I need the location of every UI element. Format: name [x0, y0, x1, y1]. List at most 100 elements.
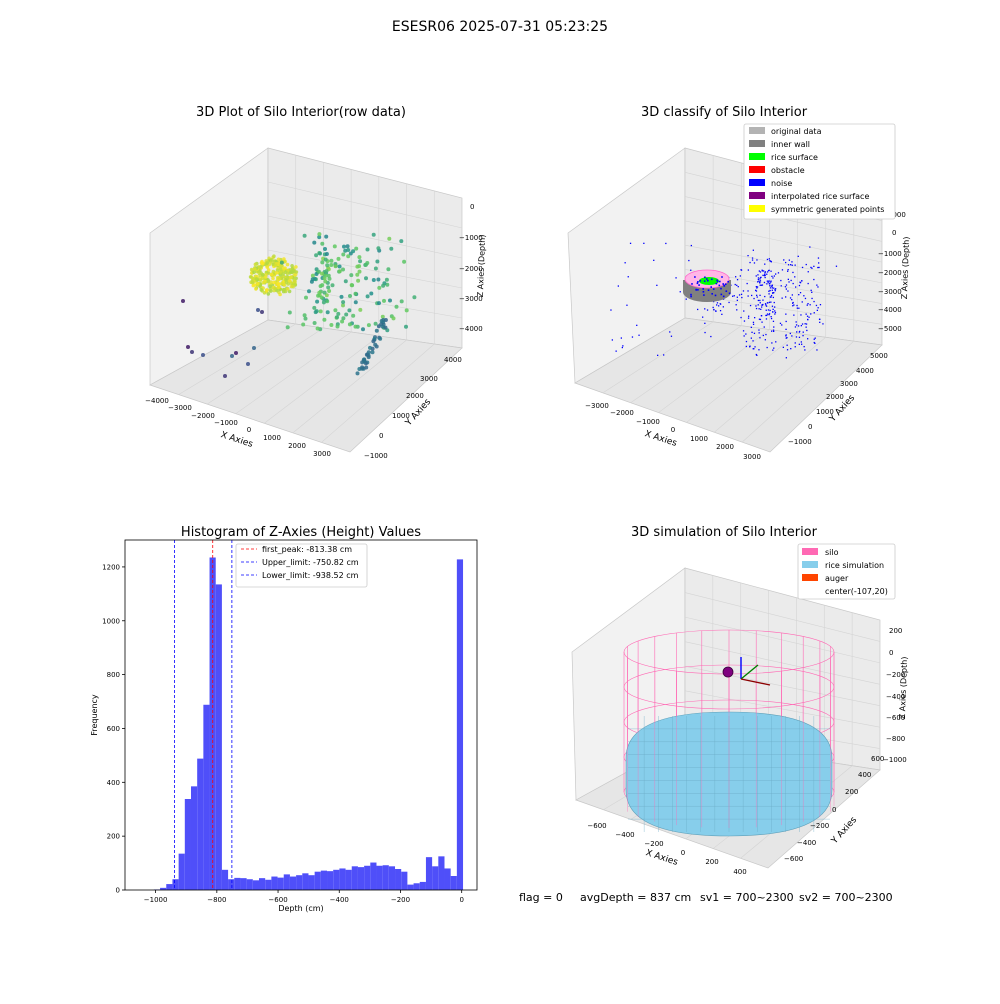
legend: silo rice simulation auger center(-107,20): [797, 543, 896, 600]
noise-point: [756, 296, 758, 298]
data-point: [282, 266, 286, 271]
x-tick-label: −400: [615, 831, 634, 839]
noise-point: [771, 285, 773, 287]
legend-label: noise: [771, 179, 792, 188]
noise-point: [813, 338, 815, 340]
noise-point: [777, 272, 780, 274]
y-tick-label: 400: [858, 771, 871, 779]
plot-frame: [124, 539, 478, 891]
x-tick-label: −1000: [636, 418, 660, 426]
noise-point: [754, 317, 756, 319]
data-point: [357, 264, 362, 269]
noise-point: [765, 309, 767, 311]
noise-point: [771, 305, 774, 307]
noise-point: [772, 311, 774, 313]
noise-point: [775, 341, 777, 343]
noise-point: [789, 297, 792, 299]
z-tick-label: −1000: [459, 234, 483, 242]
noise-point: [791, 294, 793, 296]
histogram-bar: [450, 876, 457, 890]
data-point: [269, 272, 274, 277]
noise-point: [750, 337, 752, 339]
noise-point: [785, 261, 787, 264]
floor-pane: [149, 319, 463, 453]
data-point: [335, 324, 340, 329]
x-tick-label: −200: [644, 840, 663, 848]
noise-point: [772, 292, 774, 294]
noise-point: [767, 281, 769, 284]
histogram-bar: [308, 875, 315, 890]
data-point: [303, 316, 308, 321]
data-point: [378, 336, 383, 341]
center-marker: [722, 666, 734, 678]
histogram-bar: [376, 865, 383, 890]
noise-point: [728, 292, 731, 295]
z-axis-label: Z Axies (Depth): [900, 236, 911, 299]
legend-label: symmetric generated points: [771, 205, 884, 214]
noise-point: [745, 340, 748, 343]
noise-point: [773, 275, 775, 277]
noise-point: [768, 258, 770, 260]
noise-point: [770, 285, 772, 287]
noise-point: [621, 346, 623, 349]
data-point: [383, 325, 388, 330]
data-point: [341, 303, 345, 308]
noise-point: [737, 286, 739, 288]
data-point: [301, 322, 306, 327]
noise-point: [816, 349, 818, 351]
data-point: [389, 246, 394, 251]
noise-point: [805, 263, 807, 266]
legend-swatch: [749, 127, 765, 134]
noise-point: [695, 288, 697, 291]
noise-point: [781, 269, 784, 271]
noise-point: [711, 293, 713, 295]
chart-title: 3D simulation of Silo Interior: [631, 525, 818, 540]
legend-swatch: [749, 179, 765, 186]
legend-swatch: [749, 192, 765, 199]
data-point: [246, 362, 250, 366]
noise-point: [801, 266, 804, 269]
y-axis-label: Frequency: [90, 694, 99, 736]
data-point: [329, 258, 334, 263]
grid-line: [321, 343, 435, 443]
noise-point: [768, 301, 771, 303]
data-point: [373, 321, 378, 326]
data-point: [252, 270, 256, 275]
data-point: [377, 285, 382, 290]
x-axis-label: X Axies: [644, 848, 679, 868]
noise-point: [798, 343, 800, 345]
noise-point: [704, 308, 706, 310]
noise-point: [765, 314, 767, 317]
noise-point: [811, 291, 813, 293]
noise-point: [657, 354, 659, 356]
data-point: [412, 295, 417, 300]
data-point: [323, 257, 328, 262]
noise-point: [760, 315, 763, 317]
auger-axis-y: [740, 664, 759, 680]
noise-point: [755, 290, 758, 292]
noise-point: [771, 289, 773, 291]
noise-point: [756, 354, 758, 356]
noise-point: [694, 276, 696, 278]
data-point: [320, 283, 325, 288]
noise-point: [761, 321, 763, 323]
noise-point: [763, 326, 765, 328]
noise-point: [712, 306, 714, 309]
noise-point: [746, 282, 748, 285]
histogram-bar: [407, 884, 414, 890]
x-tick-label: −1000: [144, 896, 168, 904]
data-point: [341, 300, 346, 305]
noise-point: [800, 341, 802, 343]
noise-point: [764, 274, 766, 277]
noise-point: [798, 284, 801, 287]
data-point: [265, 265, 270, 269]
data-point: [379, 319, 384, 323]
data-point: [336, 311, 341, 316]
data-point: [353, 291, 358, 296]
noise-point: [753, 332, 756, 334]
data-point: [376, 277, 381, 282]
noise-point: [817, 307, 819, 309]
noise-point: [740, 269, 743, 271]
noise-point: [765, 305, 768, 307]
noise-point: [810, 313, 812, 315]
